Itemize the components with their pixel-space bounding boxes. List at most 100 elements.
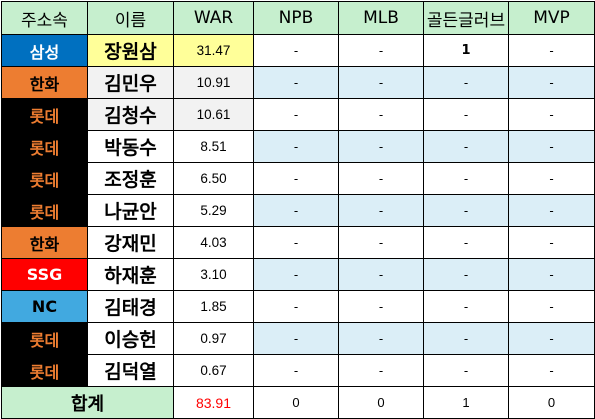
npb-cell: - [253, 162, 339, 195]
golden-glove-cell: - [423, 162, 509, 195]
table-row: NC 김태경 1.85- - - - [1, 290, 595, 323]
team-cell: 롯데 [1, 98, 88, 131]
total-mvp: 0 [508, 386, 595, 419]
war-cell: 3.10 [173, 258, 254, 291]
mvp-cell: - [508, 98, 595, 131]
npb-cell: - [253, 98, 339, 131]
team-cell: 롯데 [1, 322, 88, 355]
npb-cell: - [253, 290, 339, 323]
total-golden-glove: 1 [423, 386, 509, 419]
total-label: 합계 [1, 386, 174, 419]
golden-glove-cell: - [423, 322, 509, 355]
mlb-cell: - [338, 226, 424, 259]
mlb-cell: - [338, 322, 424, 355]
total-mlb: 0 [338, 386, 424, 419]
table-row: 삼성 장원삼 31.47- -1- [1, 34, 595, 67]
mlb-cell: - [338, 258, 424, 291]
player-name-cell: 김민우 [87, 66, 174, 99]
war-cell: 10.61 [173, 98, 254, 131]
npb-cell: - [253, 258, 339, 291]
player-name-cell: 하재훈 [87, 258, 174, 291]
war-cell: 1.85 [173, 290, 254, 323]
total-row: 합계 83.91 0 0 1 0 [1, 386, 595, 419]
golden-glove-cell: - [423, 194, 509, 227]
npb-cell: - [253, 354, 339, 387]
mvp-cell: - [508, 258, 595, 291]
golden-glove-cell: - [423, 226, 509, 259]
table-row: 롯데 김청수 10.61- - - - [1, 98, 595, 131]
player-name-cell: 김태경 [87, 290, 174, 323]
mvp-cell: - [508, 290, 595, 323]
team-cell: 롯데 [1, 162, 88, 195]
mvp-cell: - [508, 66, 595, 99]
header-npb: NPB [253, 1, 339, 35]
war-cell: 31.47 [173, 34, 254, 67]
table-row: 한화 김민우 10.91- - - - [1, 66, 595, 99]
golden-glove-cell: - [423, 290, 509, 323]
table-body: 삼성 장원삼 31.47- -1- 한화 김민우 10.91- - - - 롯데 김청수 10.61- -… [1, 34, 595, 387]
npb-cell: - [253, 34, 339, 67]
npb-cell: - [253, 322, 339, 355]
header-golden-glove: 골든글러브 [423, 1, 509, 35]
golden-glove-cell: - [423, 130, 509, 163]
war-cell: 0.97 [173, 322, 254, 355]
npb-cell: - [253, 66, 339, 99]
team-cell: 롯데 [1, 354, 88, 387]
table-row: 한화 강재민 4.03- - - - [1, 226, 595, 259]
team-cell: 삼성 [1, 34, 88, 67]
war-cell: 0.67 [173, 354, 254, 387]
golden-glove-cell: - [423, 98, 509, 131]
player-name-cell: 장원삼 [87, 34, 174, 67]
mlb-cell: - [338, 66, 424, 99]
war-cell: 5.29 [173, 194, 254, 227]
mvp-cell: - [508, 226, 595, 259]
table-row: 롯데 김덕열 0.67- - - - [1, 354, 595, 387]
mvp-cell: - [508, 322, 595, 355]
table-row: 롯데 조정훈 6.50- - - - [1, 162, 595, 195]
table-row: 롯데 이승헌 0.97- - - - [1, 322, 595, 355]
war-cell: 10.91 [173, 66, 254, 99]
war-cell: 8.51 [173, 130, 254, 163]
mlb-cell: - [338, 98, 424, 131]
player-name-cell: 나균안 [87, 194, 174, 227]
npb-cell: - [253, 194, 339, 227]
mvp-cell: - [508, 194, 595, 227]
header-mlb: MLB [338, 1, 424, 35]
mvp-cell: - [508, 162, 595, 195]
golden-glove-cell: - [423, 354, 509, 387]
player-name-cell: 김청수 [87, 98, 174, 131]
npb-cell: - [253, 226, 339, 259]
player-name-cell: 이승헌 [87, 322, 174, 355]
player-name-cell: 조정훈 [87, 162, 174, 195]
total-npb: 0 [253, 386, 339, 419]
mlb-cell: - [338, 34, 424, 67]
war-cell: 4.03 [173, 226, 254, 259]
player-name-cell: 박동수 [87, 130, 174, 163]
mvp-cell: - [508, 34, 595, 67]
golden-glove-cell: - [423, 66, 509, 99]
mvp-cell: - [508, 354, 595, 387]
mlb-cell: - [338, 130, 424, 163]
player-name-cell: 강재민 [87, 226, 174, 259]
mvp-cell: - [508, 130, 595, 163]
player-name-cell: 김덕열 [87, 354, 174, 387]
header-name: 이름 [87, 1, 174, 35]
team-cell: NC [1, 290, 88, 323]
golden-glove-cell: 1 [423, 34, 509, 67]
mlb-cell: - [338, 162, 424, 195]
team-cell: 롯데 [1, 194, 88, 227]
table-row: 롯데 박동수 8.51- - - - [1, 130, 595, 163]
mlb-cell: - [338, 194, 424, 227]
total-war: 83.91 [173, 386, 254, 419]
header-mvp: MVP [508, 1, 595, 35]
team-cell: 한화 [1, 226, 88, 259]
mlb-cell: - [338, 354, 424, 387]
golden-glove-cell: - [423, 258, 509, 291]
header-team: 주소속 [1, 1, 88, 35]
mlb-cell: - [338, 290, 424, 323]
war-cell: 6.50 [173, 162, 254, 195]
npb-cell: - [253, 130, 339, 163]
table-row: 롯데 나균안 5.29- - - - [1, 194, 595, 227]
header-war: WAR [173, 1, 254, 35]
